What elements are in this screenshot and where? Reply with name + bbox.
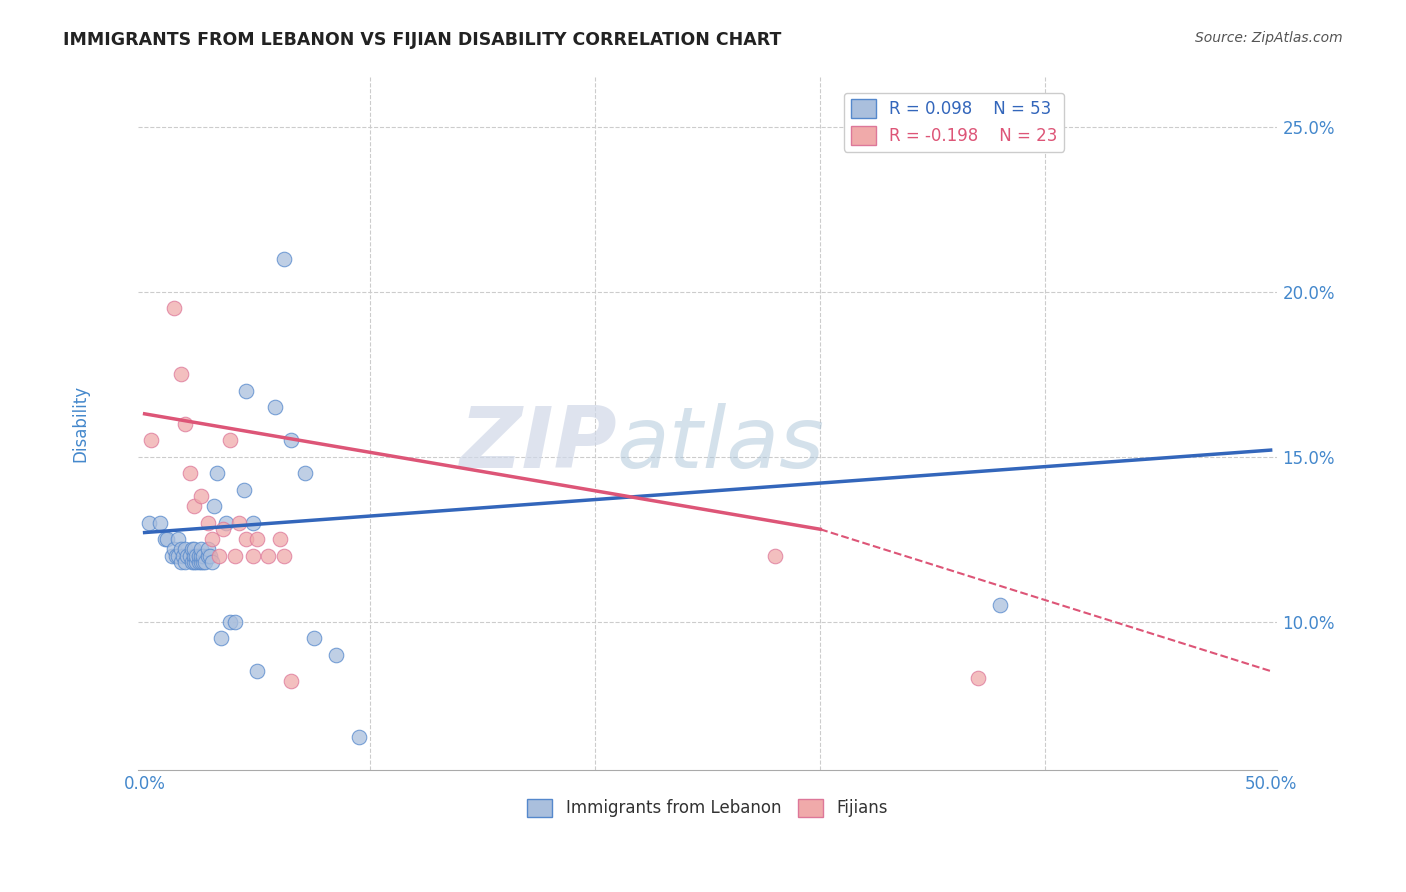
Point — [169, 542, 191, 557]
Point — [264, 401, 287, 415]
Point — [273, 549, 295, 563]
Point — [228, 516, 250, 530]
Point — [246, 664, 269, 678]
Point — [232, 483, 254, 497]
Point — [179, 549, 201, 563]
Point — [219, 434, 242, 448]
Point — [246, 532, 269, 546]
Point — [235, 532, 257, 546]
Point — [273, 252, 295, 266]
Point — [215, 516, 238, 530]
Point — [183, 499, 205, 513]
Point — [190, 542, 212, 557]
Point — [198, 549, 221, 563]
Point — [179, 466, 201, 480]
Point — [190, 549, 212, 563]
Point — [172, 549, 194, 563]
Point — [763, 549, 786, 563]
Point — [156, 532, 179, 546]
Point — [174, 555, 197, 569]
Point — [186, 555, 208, 569]
Point — [242, 549, 264, 563]
Point — [183, 542, 205, 557]
Point — [138, 516, 160, 530]
Point — [191, 549, 214, 563]
Point — [257, 549, 280, 563]
Point — [197, 516, 219, 530]
Point — [165, 549, 187, 563]
Point — [194, 555, 217, 569]
Point — [174, 542, 197, 557]
Point — [167, 549, 190, 563]
Point — [325, 648, 347, 662]
Point — [347, 730, 370, 744]
Point — [169, 555, 191, 569]
Point — [294, 466, 316, 480]
Point — [167, 532, 190, 546]
Text: atlas: atlas — [616, 403, 824, 486]
Point — [197, 549, 219, 563]
Point — [190, 555, 212, 569]
Point — [201, 532, 224, 546]
Point — [269, 532, 291, 546]
Point — [219, 615, 242, 629]
Point — [242, 516, 264, 530]
Point — [183, 549, 205, 563]
Point — [169, 368, 191, 382]
Point — [201, 555, 224, 569]
Point — [302, 631, 325, 645]
Point — [186, 549, 208, 563]
Point — [174, 417, 197, 431]
Point — [180, 542, 202, 557]
Point — [990, 598, 1012, 612]
Point — [176, 549, 198, 563]
Point — [212, 522, 235, 536]
Point — [190, 489, 212, 503]
Point — [280, 434, 302, 448]
Point — [191, 555, 214, 569]
Text: ZIP: ZIP — [458, 403, 616, 486]
Point — [163, 301, 186, 316]
Point — [141, 434, 163, 448]
Point — [209, 631, 232, 645]
Point — [153, 532, 176, 546]
Text: Source: ZipAtlas.com: Source: ZipAtlas.com — [1195, 31, 1343, 45]
Y-axis label: Disability: Disability — [72, 385, 89, 462]
Point — [205, 466, 228, 480]
Point — [967, 671, 990, 685]
Point — [180, 555, 202, 569]
Point — [163, 542, 186, 557]
Point — [187, 555, 209, 569]
Point — [224, 615, 246, 629]
Point — [160, 549, 183, 563]
Point — [280, 673, 302, 688]
Legend: Immigrants from Lebanon, Fijians: Immigrants from Lebanon, Fijians — [520, 792, 894, 824]
Point — [197, 542, 219, 557]
Point — [149, 516, 172, 530]
Point — [183, 555, 205, 569]
Point — [208, 549, 231, 563]
Text: IMMIGRANTS FROM LEBANON VS FIJIAN DISABILITY CORRELATION CHART: IMMIGRANTS FROM LEBANON VS FIJIAN DISABI… — [63, 31, 782, 49]
Point — [204, 499, 226, 513]
Point — [224, 549, 246, 563]
Point — [187, 549, 209, 563]
Point — [235, 384, 257, 398]
